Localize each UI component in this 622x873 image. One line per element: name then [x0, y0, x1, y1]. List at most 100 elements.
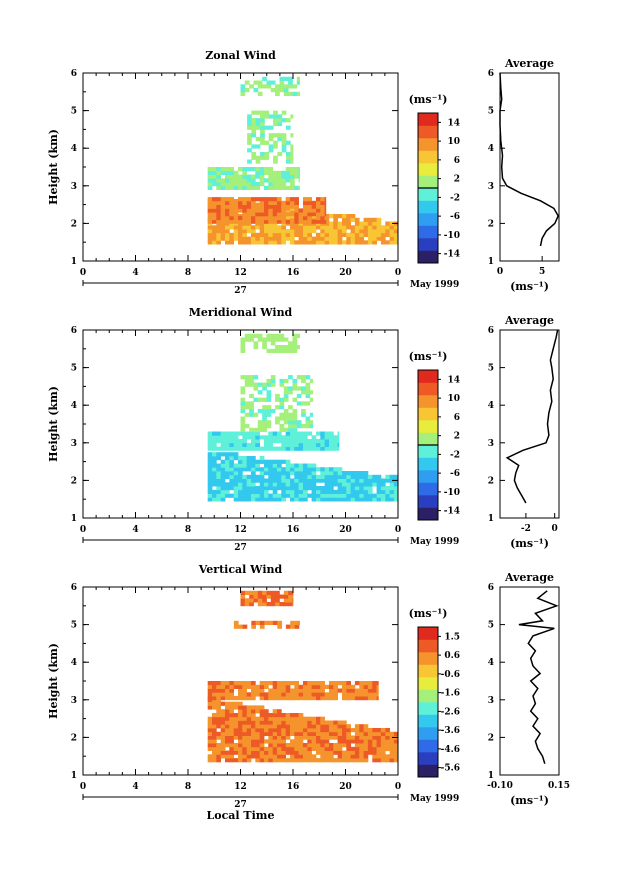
- heatmap-cell: [393, 739, 399, 744]
- heatmap-cell: [333, 497, 338, 502]
- heatmap-cell: [233, 728, 239, 733]
- heatmap-cell: [285, 750, 291, 755]
- heatmap-cell: [277, 720, 282, 725]
- heatmap-cell: [279, 382, 285, 387]
- heatmap-cell: [316, 204, 321, 209]
- heatmap-cell: [268, 204, 273, 209]
- heatmap-cell: [264, 155, 270, 160]
- colorbar-swatch: [418, 470, 438, 483]
- heatmap-cell: [238, 178, 243, 183]
- heatmap-cell: [229, 212, 234, 217]
- heatmap-cell: [238, 236, 243, 241]
- heatmap-cell: [251, 215, 256, 221]
- heatmap-cell: [255, 758, 260, 763]
- heatmap-cell: [354, 221, 360, 226]
- heatmap-cell: [225, 204, 230, 209]
- heatmap-cell: [272, 471, 278, 476]
- heatmap-cell: [207, 452, 213, 457]
- heatmap-cell: [238, 705, 243, 710]
- heatmap-cell: [264, 200, 269, 205]
- heatmap-cell: [272, 724, 278, 729]
- heatmap-cell: [207, 463, 213, 468]
- heatmap-cell: [225, 439, 230, 444]
- x-tick-label: 20: [339, 782, 352, 792]
- heatmap-cell: [290, 743, 295, 748]
- heatmap-cell: [220, 709, 226, 714]
- heatmap-cell: [346, 688, 351, 693]
- heatmap-cell: [316, 489, 321, 494]
- heatmap-cell: [272, 482, 278, 487]
- heatmap-cell: [238, 739, 243, 744]
- heatmap-cell: [244, 378, 250, 384]
- heatmap-cell: [292, 409, 298, 414]
- heatmap-cell: [324, 692, 330, 697]
- heatmap-cell: [233, 232, 239, 237]
- heatmap-cell: [279, 333, 285, 338]
- heatmap-cell: [259, 471, 265, 476]
- heatmap-cell: [285, 724, 291, 729]
- heatmap-cell: [337, 724, 343, 729]
- heatmap-cell: [233, 758, 239, 763]
- heatmap-cell: [337, 486, 343, 491]
- heatmap-cell: [229, 240, 234, 245]
- heatmap-cell: [216, 232, 221, 237]
- heatmap-cell: [279, 427, 285, 432]
- heatmap-cell: [354, 217, 360, 222]
- heatmap-cell: [329, 758, 334, 763]
- heatmap-cell: [305, 382, 311, 387]
- heatmap-cell: [337, 442, 340, 447]
- heatmap-cell: [363, 696, 369, 701]
- heatmap-cell: [225, 688, 230, 693]
- x-tick-label: 0: [395, 525, 401, 535]
- heatmap-cell: [333, 681, 338, 686]
- heatmap-cell: [266, 378, 272, 384]
- heatmap-cell: [294, 758, 299, 763]
- colorbar-swatch: [418, 752, 438, 765]
- heatmap-cell: [363, 743, 369, 748]
- heatmap-cell: [307, 692, 312, 697]
- heatmap-cell: [372, 731, 377, 736]
- heatmap-cell: [316, 497, 321, 502]
- colorbar-swatch: [418, 238, 438, 251]
- heatmap-cell: [337, 746, 343, 751]
- heatmap-cell: [262, 345, 267, 350]
- heatmap-cell: [268, 735, 273, 740]
- heatmap-cell: [367, 221, 373, 226]
- heatmap-cell: [251, 478, 256, 483]
- heatmap-cell: [376, 489, 382, 494]
- heatmap-cell: [316, 232, 321, 237]
- heatmap-cell: [281, 720, 286, 725]
- heatmap-cell: [303, 240, 308, 245]
- heatmap-cell: [359, 724, 364, 729]
- heatmap-cell: [311, 731, 317, 736]
- heatmap-cell: [307, 215, 312, 221]
- heatmap-cell: [385, 221, 390, 226]
- heatmap-cell: [251, 684, 256, 689]
- heatmap-cell: [346, 746, 351, 751]
- heatmap-cell: [270, 375, 276, 380]
- heatmap-cell: [229, 692, 234, 697]
- heatmap-cell: [311, 684, 317, 689]
- heatmap-cell: [281, 182, 286, 187]
- heatmap-cell: [376, 229, 382, 234]
- heatmap-cell: [372, 735, 377, 740]
- heatmap-cell: [220, 215, 226, 221]
- heatmap-cell: [316, 236, 321, 241]
- heatmap-cell: [207, 701, 213, 706]
- colorbar-tick-label: 10: [447, 394, 460, 404]
- heatmap-cell: [242, 446, 247, 451]
- heatmap-cell: [329, 431, 334, 436]
- heatmap-cell: [350, 236, 356, 241]
- heatmap-cell: [281, 459, 286, 464]
- colorbar-swatch: [418, 764, 438, 778]
- heatmap-cell: [272, 204, 278, 209]
- heatmap-cell: [255, 735, 260, 740]
- heatmap-cell: [333, 474, 338, 479]
- profile-y-tick-label: 1: [488, 771, 494, 781]
- heatmap-cell: [238, 182, 243, 187]
- heatmap-cell: [311, 743, 317, 748]
- panel-title: Meridional Wind: [189, 306, 293, 319]
- colorbar-swatch: [418, 714, 438, 728]
- heatmap-cell: [212, 197, 217, 202]
- heatmap-cell: [281, 208, 286, 213]
